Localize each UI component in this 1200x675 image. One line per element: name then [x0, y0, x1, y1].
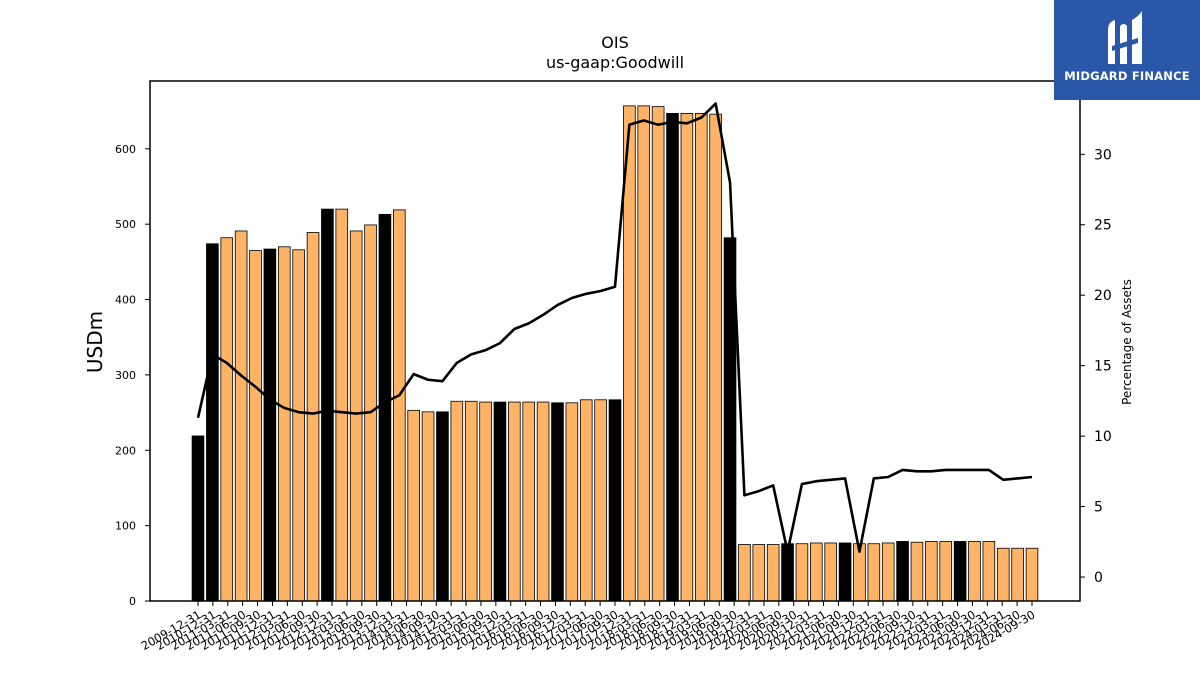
bar	[263, 248, 277, 602]
bar	[608, 399, 622, 602]
y2-tick-label: 25	[1094, 218, 1112, 234]
bar	[536, 401, 550, 602]
y-tick-label: 100	[115, 520, 136, 533]
bar	[594, 399, 607, 602]
bar	[551, 402, 564, 602]
midgard-logo-icon	[1108, 11, 1142, 64]
bar	[982, 541, 996, 602]
bar	[321, 208, 334, 602]
y2-tick-label: 15	[1094, 359, 1112, 375]
y2-axis-label: Percentage of Assets	[1120, 279, 1134, 405]
bar	[968, 541, 981, 602]
logo-text: MIDGARD FINANCE	[1064, 69, 1190, 83]
bar	[479, 401, 492, 602]
bar	[292, 249, 305, 602]
percentage-line	[196, 102, 1033, 553]
bar	[1011, 547, 1024, 602]
y-tick-label: 0	[129, 595, 136, 608]
bar	[910, 541, 924, 602]
bar	[579, 399, 593, 602]
y2-tick-label: 30	[1094, 147, 1112, 163]
bar	[450, 400, 464, 602]
bar	[637, 105, 651, 602]
bar	[206, 243, 219, 602]
bar	[249, 250, 262, 602]
y-tick-label: 200	[115, 444, 136, 457]
bar	[752, 544, 766, 602]
bar	[939, 541, 953, 602]
percentage-line-series	[196, 102, 1033, 553]
bar	[493, 401, 507, 602]
bar	[795, 543, 809, 602]
bar	[996, 547, 1010, 602]
bar	[867, 543, 881, 602]
bar	[881, 542, 895, 602]
bar	[306, 232, 320, 602]
bar	[378, 213, 392, 602]
y2-tick-label: 20	[1094, 288, 1112, 304]
bar	[464, 400, 478, 602]
y-axis-label: USDm	[83, 311, 107, 373]
y-tick-label: 600	[115, 143, 136, 156]
bar	[738, 544, 751, 602]
bar	[234, 230, 248, 602]
bar	[220, 237, 234, 602]
bar	[651, 106, 665, 602]
bar	[522, 401, 536, 602]
bar	[1025, 547, 1039, 602]
bar	[666, 113, 679, 602]
bar	[191, 435, 205, 602]
bar	[896, 541, 909, 602]
y-tick-label: 300	[115, 369, 136, 382]
bar	[824, 542, 837, 602]
bar	[421, 411, 435, 602]
bar	[838, 542, 852, 602]
bar	[680, 113, 694, 602]
bar	[277, 246, 291, 602]
bar	[694, 113, 708, 602]
chart-subtitle: us-gaap:Goodwill	[546, 53, 684, 72]
bar	[436, 411, 449, 602]
bar	[349, 230, 363, 602]
bar	[407, 409, 420, 602]
y2-tick-label: 5	[1094, 500, 1103, 516]
bar	[709, 113, 722, 602]
bar-series	[191, 105, 1039, 602]
bar	[565, 402, 579, 602]
logo: MIDGARD FINANCE	[1054, 0, 1200, 100]
bar	[925, 541, 938, 602]
y-tick-label: 400	[115, 294, 136, 307]
bar	[810, 542, 823, 602]
bar	[953, 541, 967, 602]
bar	[508, 401, 521, 602]
chart-title: OIS	[601, 33, 628, 52]
y-tick-label: 500	[115, 218, 136, 231]
y2-tick-label: 0	[1094, 570, 1103, 586]
bar	[335, 208, 349, 602]
bar	[393, 209, 406, 602]
axes: 01002003004005006000510152025302009-12-3…	[115, 80, 1112, 653]
bar	[766, 544, 780, 602]
y2-tick-label: 10	[1094, 429, 1112, 445]
